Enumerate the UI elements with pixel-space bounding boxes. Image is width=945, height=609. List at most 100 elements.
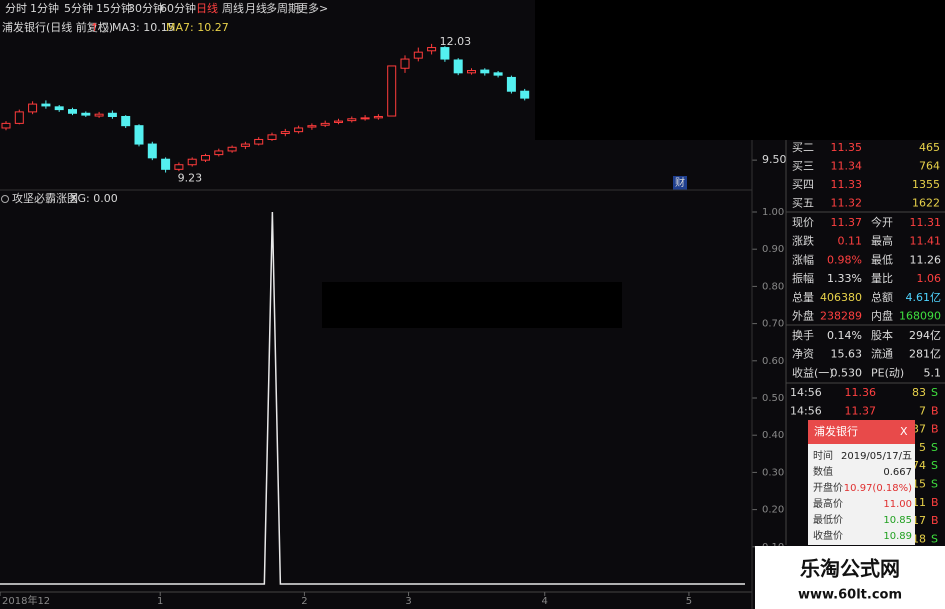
toolbar-tab[interactable]: 分时: [5, 2, 27, 15]
book-price: 11.33: [831, 178, 863, 191]
stat-label: 换手: [792, 328, 814, 342]
toolbar-tab[interactable]: 日线: [196, 1, 218, 15]
quote-panel: 买二 11.35 465 买三 11.34 764 买四 11.33 1355 买五 11.32 16…: [790, 141, 941, 545]
toolbar-tab[interactable]: 月线: [245, 1, 267, 15]
y-tick-label: 0.90: [762, 244, 784, 255]
trade-volume: 5: [919, 441, 926, 454]
stat-label: 最低: [871, 253, 893, 266]
icon: [1, 195, 9, 203]
indicator-line: [0, 211, 745, 585]
trade-volume: 15: [912, 478, 926, 491]
toolbar-tab[interactable]: 30分钟: [128, 1, 164, 15]
trade-volume: 37: [912, 423, 926, 436]
stat-label: 总额: [871, 290, 893, 304]
y-tick-label: 0.80: [762, 281, 784, 292]
trade-volume: 11: [912, 496, 926, 509]
candle-body: [520, 90, 530, 99]
candle-body: [373, 115, 383, 119]
popup-label: 最高价: [813, 497, 843, 510]
candle-body: [161, 158, 171, 170]
trade-volume: 7: [919, 404, 926, 417]
candle-body: [134, 125, 144, 145]
popup-close[interactable]: X: [900, 425, 908, 438]
trade-side: S: [931, 478, 938, 491]
trade-volume: 18: [912, 532, 926, 545]
candle-body: [506, 76, 516, 92]
stat-value: 406380: [820, 291, 862, 304]
toolbar-tab[interactable]: 更多>: [297, 1, 328, 15]
indicator-value: XG: 0.00: [70, 192, 118, 205]
y-tick-label: 0.20: [762, 505, 784, 516]
trade-side: B: [931, 496, 939, 509]
candle-body: [121, 115, 131, 127]
stat-label: PE(动): [871, 366, 904, 379]
candle-body: [227, 146, 237, 152]
trade-time: 14:56: [790, 404, 822, 417]
trade-volume: 83: [912, 386, 926, 399]
candle-body: [174, 164, 184, 170]
toolbar-tab[interactable]: 周线: [222, 1, 244, 15]
watermark-title: 乐淘公式网: [800, 557, 900, 581]
badge-bg: [673, 176, 687, 190]
book-label: 买三: [792, 160, 814, 173]
stat-value: 11.31: [910, 216, 942, 229]
book-price: 11.35: [831, 141, 863, 154]
toolbar-tab[interactable]: 多周期: [266, 1, 299, 15]
y-tick-label: 1.00: [762, 207, 784, 218]
toolbar-tab[interactable]: 1分钟: [30, 1, 59, 15]
trade-volume: 74: [912, 459, 926, 472]
trade-time: 14:56: [790, 386, 822, 399]
toolbar-tab[interactable]: 5分钟: [64, 1, 93, 15]
trade-side: B: [931, 514, 939, 527]
candle-body: [54, 106, 64, 111]
stat-value: 11.26: [910, 253, 942, 266]
trade-side: S: [931, 386, 938, 399]
y-tick-label: 0.60: [762, 356, 784, 367]
stat-label: 收益(一): [792, 365, 834, 379]
popup-value: 2019/05/17/五: [841, 451, 912, 462]
stat-value: 294亿: [909, 329, 941, 342]
mask: [535, 0, 945, 140]
low-annotation: 9.23: [178, 172, 203, 185]
candle-body: [467, 70, 476, 74]
stat-value: 281亿: [909, 348, 941, 361]
candle-body: [280, 131, 290, 134]
candle-body: [94, 113, 104, 117]
badge: 财: [675, 176, 685, 189]
trade-volume: 17: [912, 514, 926, 527]
toolbar-tab[interactable]: 15分钟: [96, 1, 132, 15]
candle-body: [387, 65, 397, 117]
stat-label: 总量: [792, 290, 814, 304]
candle-body: [493, 72, 503, 76]
popup-label: 开盘价: [813, 481, 843, 494]
stat-label: 流通: [871, 347, 893, 361]
stat-value: 238289: [820, 310, 862, 323]
stat-value: 11.37: [831, 216, 863, 229]
candle-body: [427, 47, 437, 52]
x-tick-label: 2018年12: [2, 594, 50, 607]
candle-body: [413, 51, 423, 59]
candle-body: [307, 125, 317, 128]
book-price: 11.34: [831, 160, 863, 173]
x-tick-label: 3: [405, 596, 411, 607]
book-label: 买二: [792, 141, 814, 154]
candle-body: [480, 69, 490, 74]
candle-body: [147, 143, 157, 159]
mask: [322, 282, 622, 328]
stat-value: 11.41: [910, 235, 942, 248]
popup-value: 11.00: [883, 499, 912, 510]
candle-body: [267, 134, 277, 140]
stat-label: 最高: [871, 234, 893, 248]
candle-body: [28, 103, 38, 113]
popup-header: [808, 420, 915, 444]
stat-value: 5.1: [924, 366, 942, 379]
x-tick-label: 4: [542, 596, 548, 607]
trade-price: 11.36: [845, 386, 877, 399]
candle-body: [81, 112, 91, 116]
toolbar-tab[interactable]: 60分钟: [160, 1, 196, 15]
candle-body: [201, 155, 210, 161]
candle-body: [320, 122, 330, 126]
x-tick-label: 5: [686, 596, 692, 607]
indicator-title: 攻坚必霸涨图: [12, 191, 78, 205]
